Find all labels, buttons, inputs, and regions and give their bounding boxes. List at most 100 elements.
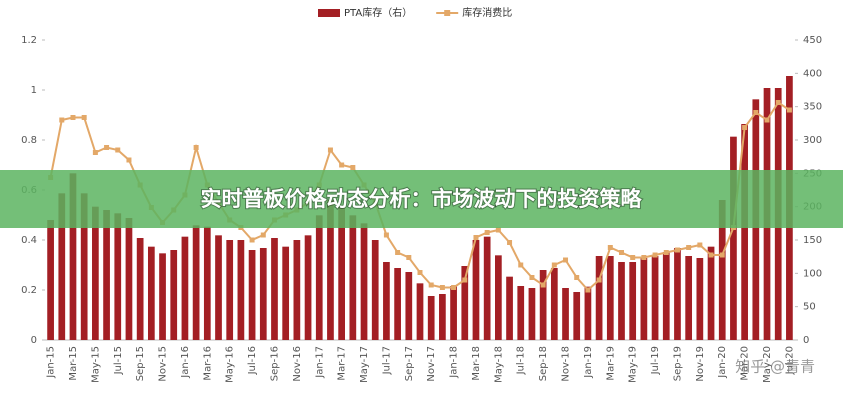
point bbox=[585, 287, 591, 293]
bar bbox=[550, 268, 558, 340]
bar bbox=[539, 270, 547, 340]
point bbox=[406, 255, 412, 260]
bar bbox=[450, 286, 457, 340]
bar bbox=[483, 236, 491, 340]
point bbox=[484, 230, 490, 235]
bar bbox=[114, 213, 122, 340]
bar bbox=[506, 276, 513, 340]
point bbox=[115, 147, 121, 153]
legend-label: PTA库存（右） bbox=[344, 6, 412, 19]
x-tick-label: Sep-19 bbox=[672, 346, 683, 381]
bar bbox=[685, 256, 693, 340]
point bbox=[708, 252, 714, 258]
x-tick-label: Jan-15 bbox=[46, 346, 57, 379]
x-tick-label: Mar-16 bbox=[202, 346, 213, 381]
legend-label: 库存消费比 bbox=[462, 6, 512, 19]
point bbox=[495, 227, 501, 233]
y-tick-label: 0 bbox=[31, 335, 37, 346]
point bbox=[462, 277, 468, 283]
x-tick-label: Sep-17 bbox=[404, 346, 415, 381]
bar bbox=[584, 286, 592, 340]
x-tick-label: May-15 bbox=[90, 346, 101, 383]
bar bbox=[651, 256, 659, 340]
bar bbox=[528, 288, 536, 340]
watermark: 知乎 @青青 bbox=[735, 358, 815, 376]
bar bbox=[215, 235, 222, 340]
bar bbox=[461, 266, 469, 340]
x-tick-label: Jul-15 bbox=[113, 346, 124, 375]
bar bbox=[517, 286, 525, 340]
bar bbox=[405, 272, 413, 340]
point bbox=[686, 245, 692, 250]
bar bbox=[125, 218, 133, 340]
point bbox=[451, 285, 457, 290]
bar bbox=[573, 292, 581, 340]
bar bbox=[640, 258, 648, 340]
banner bbox=[0, 170, 843, 228]
bar bbox=[237, 240, 245, 340]
bar bbox=[360, 223, 368, 340]
y-tick-label: 0.4 bbox=[21, 235, 37, 246]
bar bbox=[80, 193, 88, 340]
x-tick-label: Jul-20 bbox=[784, 346, 795, 375]
bar bbox=[662, 252, 670, 340]
bar bbox=[427, 296, 435, 340]
x-tick-label: Jul-17 bbox=[381, 346, 392, 375]
point bbox=[260, 232, 266, 238]
x-tick-label: Nov-15 bbox=[158, 346, 169, 382]
bar bbox=[147, 246, 155, 340]
x-tick-label: Nov-17 bbox=[426, 346, 437, 382]
x-tick-label: Jan-16 bbox=[180, 346, 191, 379]
bar bbox=[103, 210, 110, 340]
point bbox=[350, 165, 356, 170]
point bbox=[81, 115, 87, 120]
point bbox=[439, 285, 445, 290]
x-tick-label: Nov-16 bbox=[292, 346, 303, 382]
point bbox=[630, 255, 636, 260]
bar bbox=[696, 258, 704, 340]
bar bbox=[315, 215, 323, 340]
x-tick-label: Sep-15 bbox=[135, 346, 146, 381]
point bbox=[92, 150, 98, 155]
point bbox=[618, 250, 624, 255]
x-tick-label: May-16 bbox=[225, 346, 236, 383]
y-tick-label: 1 bbox=[31, 85, 37, 96]
y2-tick-label: 350 bbox=[803, 102, 822, 113]
point bbox=[786, 107, 792, 113]
point bbox=[697, 242, 703, 248]
bar bbox=[192, 225, 200, 340]
y2-tick-label: 400 bbox=[803, 68, 822, 79]
point bbox=[641, 255, 647, 260]
point bbox=[753, 110, 759, 115]
point bbox=[674, 247, 680, 253]
point bbox=[249, 237, 255, 243]
point bbox=[126, 157, 132, 163]
banner-title: 实时普板价格动态分析：市场波动下的投资策略 bbox=[201, 187, 643, 211]
bar bbox=[338, 206, 345, 340]
bar bbox=[203, 226, 211, 340]
point bbox=[764, 117, 770, 123]
point bbox=[719, 252, 725, 258]
point bbox=[339, 162, 345, 168]
point bbox=[518, 262, 524, 268]
x-tick-label: Jan-17 bbox=[314, 346, 325, 379]
bar bbox=[394, 268, 401, 340]
bar bbox=[226, 240, 234, 340]
bar bbox=[58, 193, 66, 340]
point bbox=[540, 282, 546, 288]
x-tick-label: May-18 bbox=[493, 346, 504, 383]
bar bbox=[47, 220, 54, 340]
x-tick-label: Mar-15 bbox=[68, 346, 79, 381]
bar bbox=[674, 248, 681, 340]
y2-tick-label: 450 bbox=[803, 35, 822, 46]
bar bbox=[304, 235, 312, 340]
point bbox=[663, 250, 669, 255]
point bbox=[652, 252, 658, 258]
bar bbox=[259, 248, 267, 340]
point bbox=[607, 245, 613, 250]
bar bbox=[439, 294, 446, 340]
bar bbox=[741, 124, 748, 340]
bar bbox=[606, 256, 614, 340]
bar bbox=[595, 256, 603, 340]
